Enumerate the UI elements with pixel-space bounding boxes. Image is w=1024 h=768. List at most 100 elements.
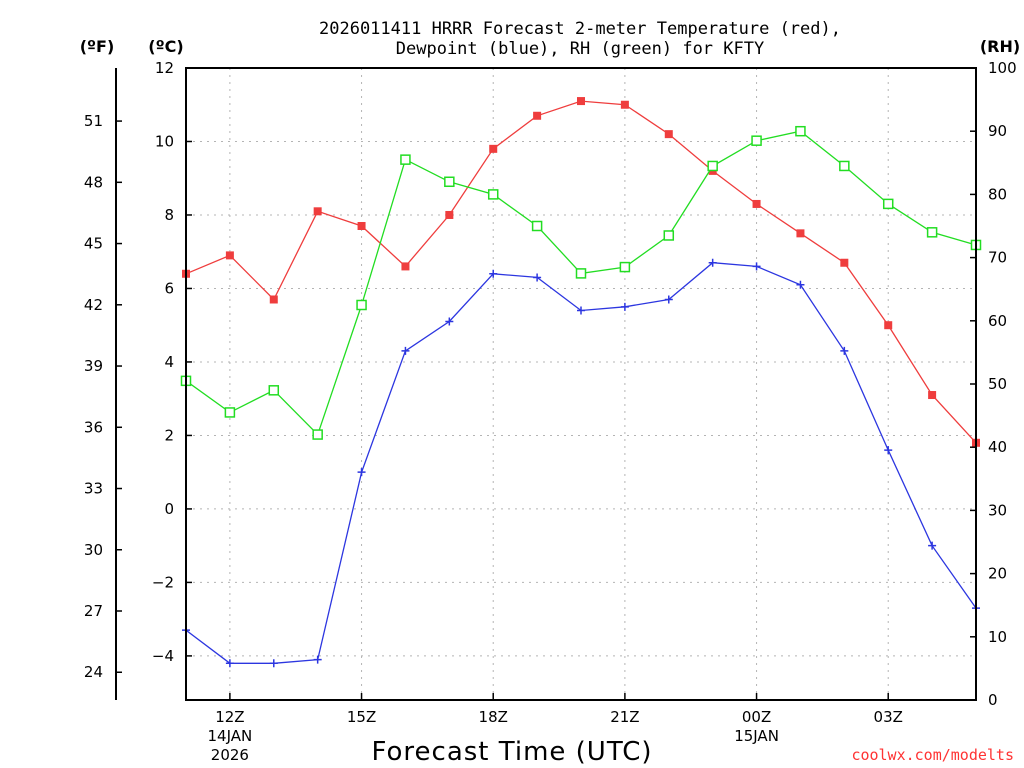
rh-point [882,198,894,210]
dewpoint-point [752,262,761,271]
rh-tick-label: 40 [988,438,1007,456]
rh-point [839,160,850,172]
rh-point [268,385,280,396]
fahrenheit-tick-label: 33 [84,480,103,498]
dewpoint-point [928,541,937,550]
rh-point [751,135,762,146]
x-tick-year-label: 2026 [211,746,249,764]
rh-tick-label: 90 [988,122,1007,140]
fahrenheit-tick-label: 48 [84,173,103,191]
rh-tick-label: 0 [988,691,998,709]
celsius-unit-label: (ºC) [148,37,183,56]
dewpoint-point [664,295,673,304]
dewpoint-point [357,468,366,477]
temperature-point [577,97,585,106]
fahrenheit-tick-label: 51 [84,112,103,130]
celsius-tick-label: −4 [152,647,174,665]
x-tick-date-label: 15JAN [734,727,779,745]
temperature-point [796,229,805,238]
axes-layer: 51484542393633302724121086420−2−41009080… [84,59,1017,764]
celsius-tick-label: 12 [155,59,174,77]
chart-title-line-2: Dewpoint (blue), RH (green) for KFTY [396,39,764,59]
rh-point [224,407,236,418]
rh-point [575,268,587,279]
plot-frame [185,67,977,701]
dewpoint-point [225,659,234,668]
x-tick-label: 00Z [742,708,771,726]
fahrenheit-tick-label: 42 [84,296,103,314]
chart-title-line-1: 2026011411 HRRR Forecast 2-meter Tempera… [319,19,841,39]
rh-point [707,160,718,172]
source-credit: coolwx.com/modelts [851,746,1014,764]
rh-point [795,125,806,137]
temperature-point [401,262,410,271]
rh-tick-label: 20 [988,565,1007,583]
celsius-tick-label: 8 [164,206,174,224]
dewpoint-point [884,446,893,455]
dewpoint-point [708,258,717,267]
celsius-tick-label: −2 [152,573,174,591]
temperature-point [225,251,234,260]
dewpoint-point [796,280,805,289]
rh-point [312,429,323,440]
fahrenheit-tick-label: 30 [84,541,103,559]
celsius-tick-label: 4 [164,353,174,371]
temperature-point [269,295,278,304]
rh-point [663,230,675,241]
fahrenheit-tick-label: 24 [84,663,103,681]
rh-tick-label: 100 [988,59,1017,77]
dewpoint-point [445,317,454,326]
x-tick-label: 18Z [479,708,508,726]
x-tick-label: 15Z [347,708,376,726]
rh-point [531,220,543,232]
temperature-point [840,258,849,267]
celsius-tick-label: 6 [164,279,174,297]
temperature-point [489,144,498,153]
temperature-point [313,207,322,216]
temperature-point [664,130,673,139]
dewpoint-series [182,258,980,668]
temperature-point [357,222,366,230]
dewpoint-point [840,346,849,355]
rh-unit-label: (RH) [980,37,1020,56]
dewpoint-point [269,659,278,668]
rh-point [400,154,411,165]
x-tick-label: 21Z [610,708,639,726]
temperature-point [752,199,761,208]
fahrenheit-tick-label: 27 [84,602,103,620]
celsius-tick-label: 2 [164,426,174,444]
fahrenheit-tick-label: 36 [84,418,103,436]
dewpoint-point [577,306,585,315]
temperature-point [884,321,893,330]
rh-tick-label: 10 [988,628,1007,646]
celsius-tick-label: 0 [164,500,174,518]
x-tick-label: 12Z [215,708,244,726]
fahrenheit-tick-label: 39 [84,357,103,375]
rh-tick-label: 80 [988,185,1007,203]
grid-lines [186,67,976,700]
dewpoint-point [489,269,498,278]
x-tick-date-label: 14JAN [208,727,253,745]
celsius-tick-label: 10 [155,132,174,150]
rh-point [619,261,631,273]
dewpoint-line [185,262,977,664]
rh-tick-label: 70 [988,249,1007,267]
temperature-point [620,100,629,109]
rh-tick-label: 50 [988,375,1007,393]
rh-line [185,130,977,436]
dewpoint-point [313,655,322,664]
fahrenheit-tick-label: 45 [84,235,103,253]
fahrenheit-unit-label: (ºF) [80,37,115,56]
rh-point [356,299,367,311]
rh-tick-label: 60 [988,312,1007,330]
temperature-point [533,111,542,120]
series-layer [180,97,982,668]
rh-series [180,125,982,440]
x-tick-label: 03Z [874,708,903,726]
dewpoint-point [620,302,629,311]
dewpoint-point [533,273,542,282]
dewpoint-point [401,346,410,355]
temperature-point [445,210,454,219]
x-axis-title: Forecast Time (UTC) [371,737,652,767]
